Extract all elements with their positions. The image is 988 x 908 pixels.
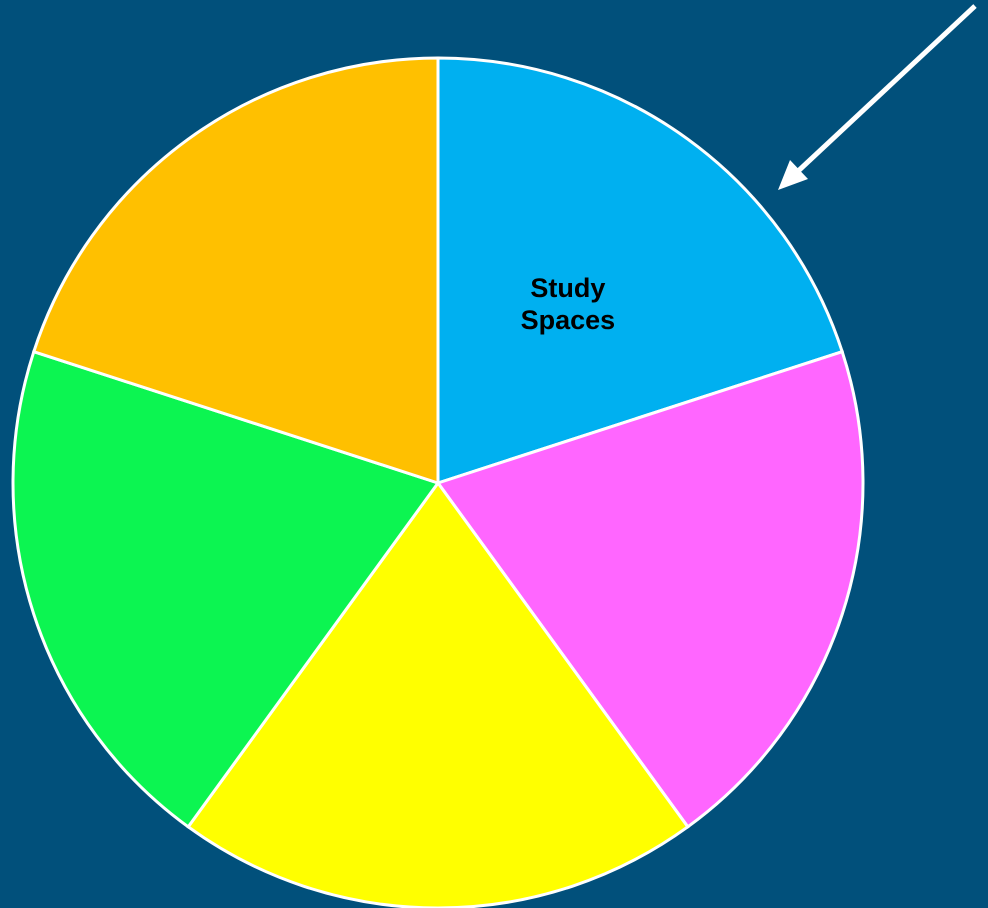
pie-slice xyxy=(11,349,441,829)
pie-slice xyxy=(31,56,440,486)
slice-label: Study Spaces xyxy=(520,273,616,336)
arrow-shaft xyxy=(793,4,977,176)
slices xyxy=(11,56,865,908)
pie-slice xyxy=(435,349,865,829)
arrow-head xyxy=(778,160,808,190)
pie-slice xyxy=(436,56,845,486)
